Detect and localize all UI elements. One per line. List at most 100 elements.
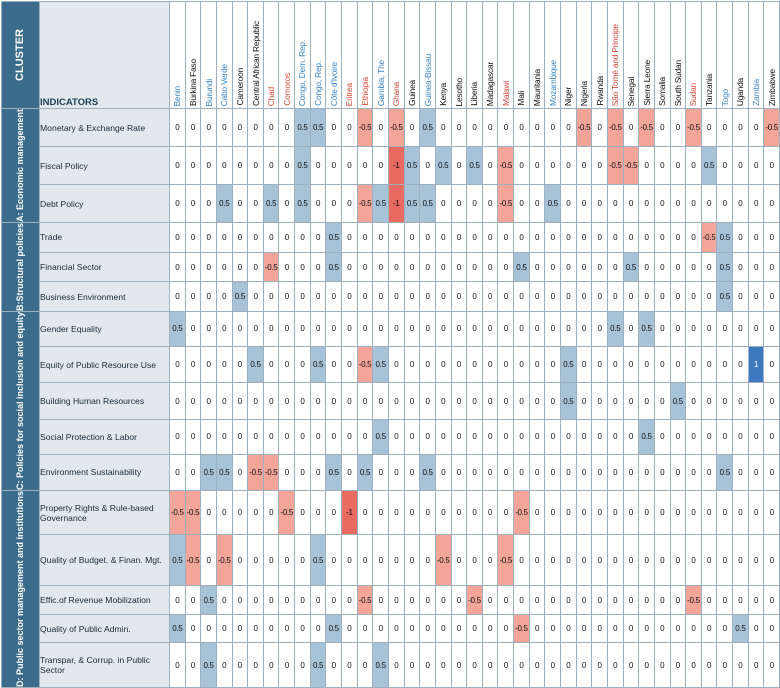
heatmap-cell: 0 bbox=[622, 183, 640, 224]
heatmap-cell: 0 bbox=[481, 108, 499, 147]
heatmap-cell: 0 bbox=[606, 534, 624, 587]
country-header: Kenya bbox=[434, 1, 452, 109]
heatmap-cell: 0.5 bbox=[309, 534, 327, 587]
heatmap-cell: 0 bbox=[387, 614, 405, 643]
heatmap-cell: 0 bbox=[200, 251, 217, 283]
heatmap-cell: 0 bbox=[278, 183, 296, 224]
heatmap-cell: 0 bbox=[528, 490, 546, 536]
heatmap-cell: 0 bbox=[169, 345, 186, 384]
heatmap-cell: 0 bbox=[309, 281, 327, 313]
heatmap-cell: 0 bbox=[653, 453, 671, 492]
heatmap-cell: 0 bbox=[481, 345, 499, 384]
heatmap-cell: 0 bbox=[356, 222, 374, 253]
heatmap-cell: 0 bbox=[653, 146, 671, 185]
heatmap-cell: 0 bbox=[638, 146, 655, 185]
heatmap-cell: 0 bbox=[231, 183, 249, 224]
heatmap-cell: 0 bbox=[606, 418, 624, 455]
heatmap-cell: 0 bbox=[247, 222, 264, 253]
heatmap-cell: 0 bbox=[685, 382, 702, 420]
heatmap-cell: 0 bbox=[497, 222, 515, 253]
heatmap-cell: 0 bbox=[466, 281, 483, 313]
heatmap-cell: 0 bbox=[215, 382, 233, 420]
heatmap-cell: 0 bbox=[575, 614, 593, 643]
country-label: Ghana bbox=[391, 81, 402, 106]
heatmap-cell: 0 bbox=[481, 251, 499, 283]
heatmap-cell: 0 bbox=[575, 641, 593, 688]
heatmap-cell: 0 bbox=[560, 146, 577, 185]
heatmap-cell: 0 bbox=[278, 614, 296, 643]
heatmap-cell: 0 bbox=[450, 251, 468, 283]
heatmap-cell: 0 bbox=[341, 418, 358, 455]
heatmap-cell: 0.5 bbox=[638, 311, 655, 347]
heatmap-cell: 0 bbox=[450, 534, 468, 587]
heatmap-cell: -0.5 bbox=[575, 108, 593, 147]
heatmap-cell: 0 bbox=[247, 281, 264, 313]
heatmap-cell: 0 bbox=[325, 585, 343, 616]
heatmap-cell: 0 bbox=[247, 585, 264, 616]
heatmap-cell: 0 bbox=[732, 108, 749, 147]
country-header: Zimbabwe bbox=[763, 1, 780, 109]
heatmap-cell: 0 bbox=[200, 490, 217, 536]
heatmap-cell: 0 bbox=[700, 490, 718, 536]
heatmap-cell: 0 bbox=[544, 453, 562, 492]
heatmap-cell: 0 bbox=[544, 614, 562, 643]
heatmap-cell: 0 bbox=[450, 281, 468, 313]
heatmap-cell: 0 bbox=[387, 222, 405, 253]
country-label: Rwanda bbox=[594, 76, 605, 106]
heatmap-cell: 0 bbox=[262, 281, 280, 313]
heatmap-cell: 0 bbox=[560, 585, 577, 616]
country-header: Rwanda bbox=[591, 1, 608, 109]
indicator-row: Business Environment 0 0 0 0 0.5 0 0 0 0 0 0 0 0 0 0 0 0 0… bbox=[2, 281, 780, 313]
country-header: Benin bbox=[169, 1, 186, 109]
country-header: Tanzania bbox=[700, 1, 718, 109]
heatmap-cell: -0.5 bbox=[685, 585, 702, 616]
heatmap-cell: 0 bbox=[419, 641, 436, 688]
heatmap-cell: 0 bbox=[513, 345, 530, 384]
heatmap-cell: 0.5 bbox=[200, 585, 217, 616]
heatmap-cell: 0 bbox=[184, 382, 202, 420]
heatmap-cell: 0 bbox=[450, 490, 468, 536]
cluster-label-cell: B:Structural policies bbox=[1, 222, 40, 313]
heatmap-cell: 0 bbox=[732, 534, 749, 587]
cluster-label: D: Public sector management and institut… bbox=[15, 491, 25, 688]
heatmap-cell: 0.5 bbox=[638, 418, 655, 455]
country-header: Uganda bbox=[732, 1, 749, 109]
heatmap-cell: 0 bbox=[513, 585, 530, 616]
indicator-row: Environment Sustainability 0 0 0.5 0.5 0 -0.5-… bbox=[2, 453, 780, 492]
heatmap-cell: 0.5 bbox=[372, 183, 389, 224]
heatmap-cell: 0 bbox=[169, 222, 186, 253]
heatmap-cell: 0 bbox=[763, 281, 780, 313]
heatmap-cell: 0 bbox=[622, 534, 640, 587]
heatmap-cell: 0 bbox=[653, 382, 671, 420]
heatmap-cell: 0 bbox=[466, 641, 483, 688]
heatmap-cell: 0 bbox=[685, 146, 702, 185]
heatmap-cell: 0 bbox=[247, 418, 264, 455]
indicator-row: Quality of Budget. & Finan. Mgt. 0.5 -0.5 0… bbox=[2, 534, 780, 587]
heatmap-cell: 0.5 bbox=[309, 641, 327, 688]
heatmap-cell: 0 bbox=[575, 382, 593, 420]
heatmap-cell: 0 bbox=[716, 108, 734, 147]
heatmap-cell: 0 bbox=[591, 222, 608, 253]
heatmap-cell: -0.5 bbox=[387, 108, 405, 147]
country-header: Central African Republic bbox=[247, 1, 264, 109]
heatmap-cell: 0 bbox=[747, 222, 765, 253]
heatmap-cell: 0 bbox=[763, 345, 780, 384]
heatmap-cell: 0 bbox=[231, 108, 249, 147]
country-label: Gambia, The bbox=[375, 59, 386, 106]
heatmap-cell: 0 bbox=[528, 311, 546, 347]
heatmap-cell: 0 bbox=[544, 382, 562, 420]
heatmap-cell: 0.5 bbox=[169, 534, 186, 587]
heatmap-cell: 0 bbox=[278, 453, 296, 492]
country-label: Comoros bbox=[281, 73, 292, 106]
heatmap-cell: 0 bbox=[481, 585, 499, 616]
indicator-row: Fiscal Policy 0 0 0 0 0 0 0 0 0.5 0 0 0 0 0 -1 0.5 0 0.5 0 0… bbox=[2, 146, 780, 185]
heatmap-cell: 0 bbox=[763, 183, 780, 224]
heatmap-cell: 0.5 bbox=[372, 345, 389, 384]
heatmap-cell: 0 bbox=[669, 222, 687, 253]
heatmap-cell: -0.5 bbox=[262, 453, 280, 492]
heatmap-cell: 0 bbox=[763, 490, 780, 536]
heatmap-cell: -0.5 bbox=[763, 108, 780, 147]
heatmap-cell: 0 bbox=[716, 490, 734, 536]
heatmap-cell: 0 bbox=[450, 418, 468, 455]
